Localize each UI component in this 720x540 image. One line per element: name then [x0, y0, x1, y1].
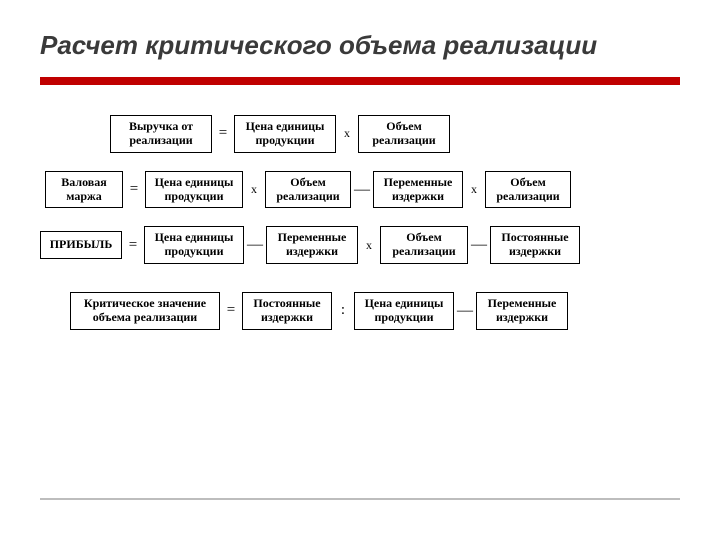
bottom-rule [40, 498, 680, 500]
op-multiply: x [336, 126, 358, 141]
op-minus: — [351, 181, 373, 199]
op-equals: = [122, 237, 144, 254]
equation-row: Критическое значение объема реализации =… [70, 292, 680, 330]
term-box: Объем реализации [265, 171, 351, 209]
term-box: Объем реализации [380, 226, 468, 264]
equations-area: Выручка от реализации = Цена единицы про… [40, 115, 680, 329]
op-minus: — [244, 236, 266, 254]
term-box: Объем реализации [358, 115, 450, 153]
term-box: Цена единицы продукции [234, 115, 336, 153]
term-box: Переменные издержки [373, 171, 463, 209]
op-equals: = [212, 125, 234, 142]
op-multiply: x [243, 182, 265, 197]
equation-row: Валовая маржа = Цена единицы продукции x… [45, 171, 680, 209]
term-box: Переменные издержки [476, 292, 568, 330]
term-box: Объем реализации [485, 171, 571, 209]
term-box: Переменные издержки [266, 226, 358, 264]
op-divide: : [332, 302, 354, 319]
op-minus: — [454, 302, 476, 320]
term-box: Валовая маржа [45, 171, 123, 209]
op-equals: = [220, 302, 242, 319]
op-equals: = [123, 181, 145, 198]
term-box: Цена единицы продукции [144, 226, 244, 264]
equation-row: Выручка от реализации = Цена единицы про… [110, 115, 680, 153]
term-box: Постоянные издержки [490, 226, 580, 264]
term-box: Цена единицы продукции [354, 292, 454, 330]
page-title: Расчет критического объема реализации [40, 30, 680, 61]
op-multiply: x [463, 182, 485, 197]
op-minus: — [468, 236, 490, 254]
term-box: Критическое значение объема реализации [70, 292, 220, 330]
equation-row: ПРИБЫЛЬ = Цена единицы продукции — Перем… [40, 226, 680, 264]
term-box: Цена единицы продукции [145, 171, 243, 209]
op-multiply: x [358, 238, 380, 253]
term-box: Выручка от реализации [110, 115, 212, 153]
accent-bar [40, 77, 680, 85]
term-box: ПРИБЫЛЬ [40, 231, 122, 259]
term-box: Постоянные издержки [242, 292, 332, 330]
